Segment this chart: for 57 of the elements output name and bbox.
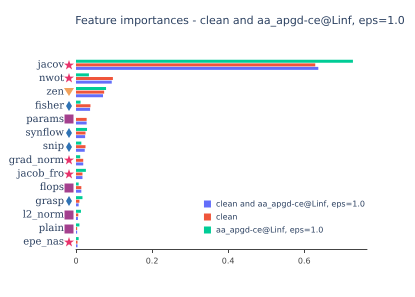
bar [76,162,84,166]
x-tick-label: 0.6 [298,256,311,266]
bar [76,121,87,124]
x-tick-label: 0.2 [146,256,158,266]
bar [76,145,86,148]
bar [76,135,86,138]
legend-label: clean [216,212,238,222]
bar [76,148,85,152]
bar [76,73,89,76]
bar [76,203,79,206]
bar [76,182,79,186]
bar [76,132,86,135]
bar [76,223,80,226]
y-tick-label: nwot [38,72,64,84]
bar [76,128,88,131]
bar [76,104,90,108]
bar [76,60,353,63]
bar [76,118,87,121]
x-tick-label: 0.4 [222,256,235,266]
bar [76,200,80,203]
bar [76,196,82,200]
y-tick-label: zen [46,86,65,98]
y-tick-label: plain [38,223,65,234]
bar [76,190,82,193]
bar [76,66,318,70]
bar [76,142,82,145]
legend-label: clean and aa_apgd-ce@Linf, eps=1.0 [216,200,365,208]
y-tick-label: grasp [35,196,64,207]
bar [76,237,79,240]
bar [76,210,81,213]
bar [76,168,86,172]
x-tick-label: 0 [73,256,79,266]
bar [76,176,82,180]
y-tick-label: params [26,114,64,125]
bar [76,100,81,104]
bar [76,87,106,90]
bar [76,155,80,158]
y-tick-label: snip [42,141,64,152]
y-tick-label: jacob_fro [16,168,64,180]
legend-label: aa_apgd-ce@Linf, eps=1.0 [216,226,324,234]
y-tick-label: synflow [26,128,64,139]
chart-title: Feature importances - clean and aa_apgd-ce@Linf, eps=1.0 [75,14,405,27]
y-tick-label: l2_norm [22,209,65,220]
y-tick-label: epe_nas [23,236,64,248]
bar [76,158,84,162]
y-tick-label: flops [40,182,64,194]
y-tick-label: fisher [35,100,64,112]
bar [76,108,90,111]
y-tick-label: jacov [36,59,64,70]
bar [76,76,113,80]
bar [76,90,104,94]
bar [76,172,82,176]
bar [76,80,112,84]
y-tick-label: grad_norm [8,154,65,166]
bar [76,63,316,66]
bar [76,94,104,98]
bar [76,186,82,190]
